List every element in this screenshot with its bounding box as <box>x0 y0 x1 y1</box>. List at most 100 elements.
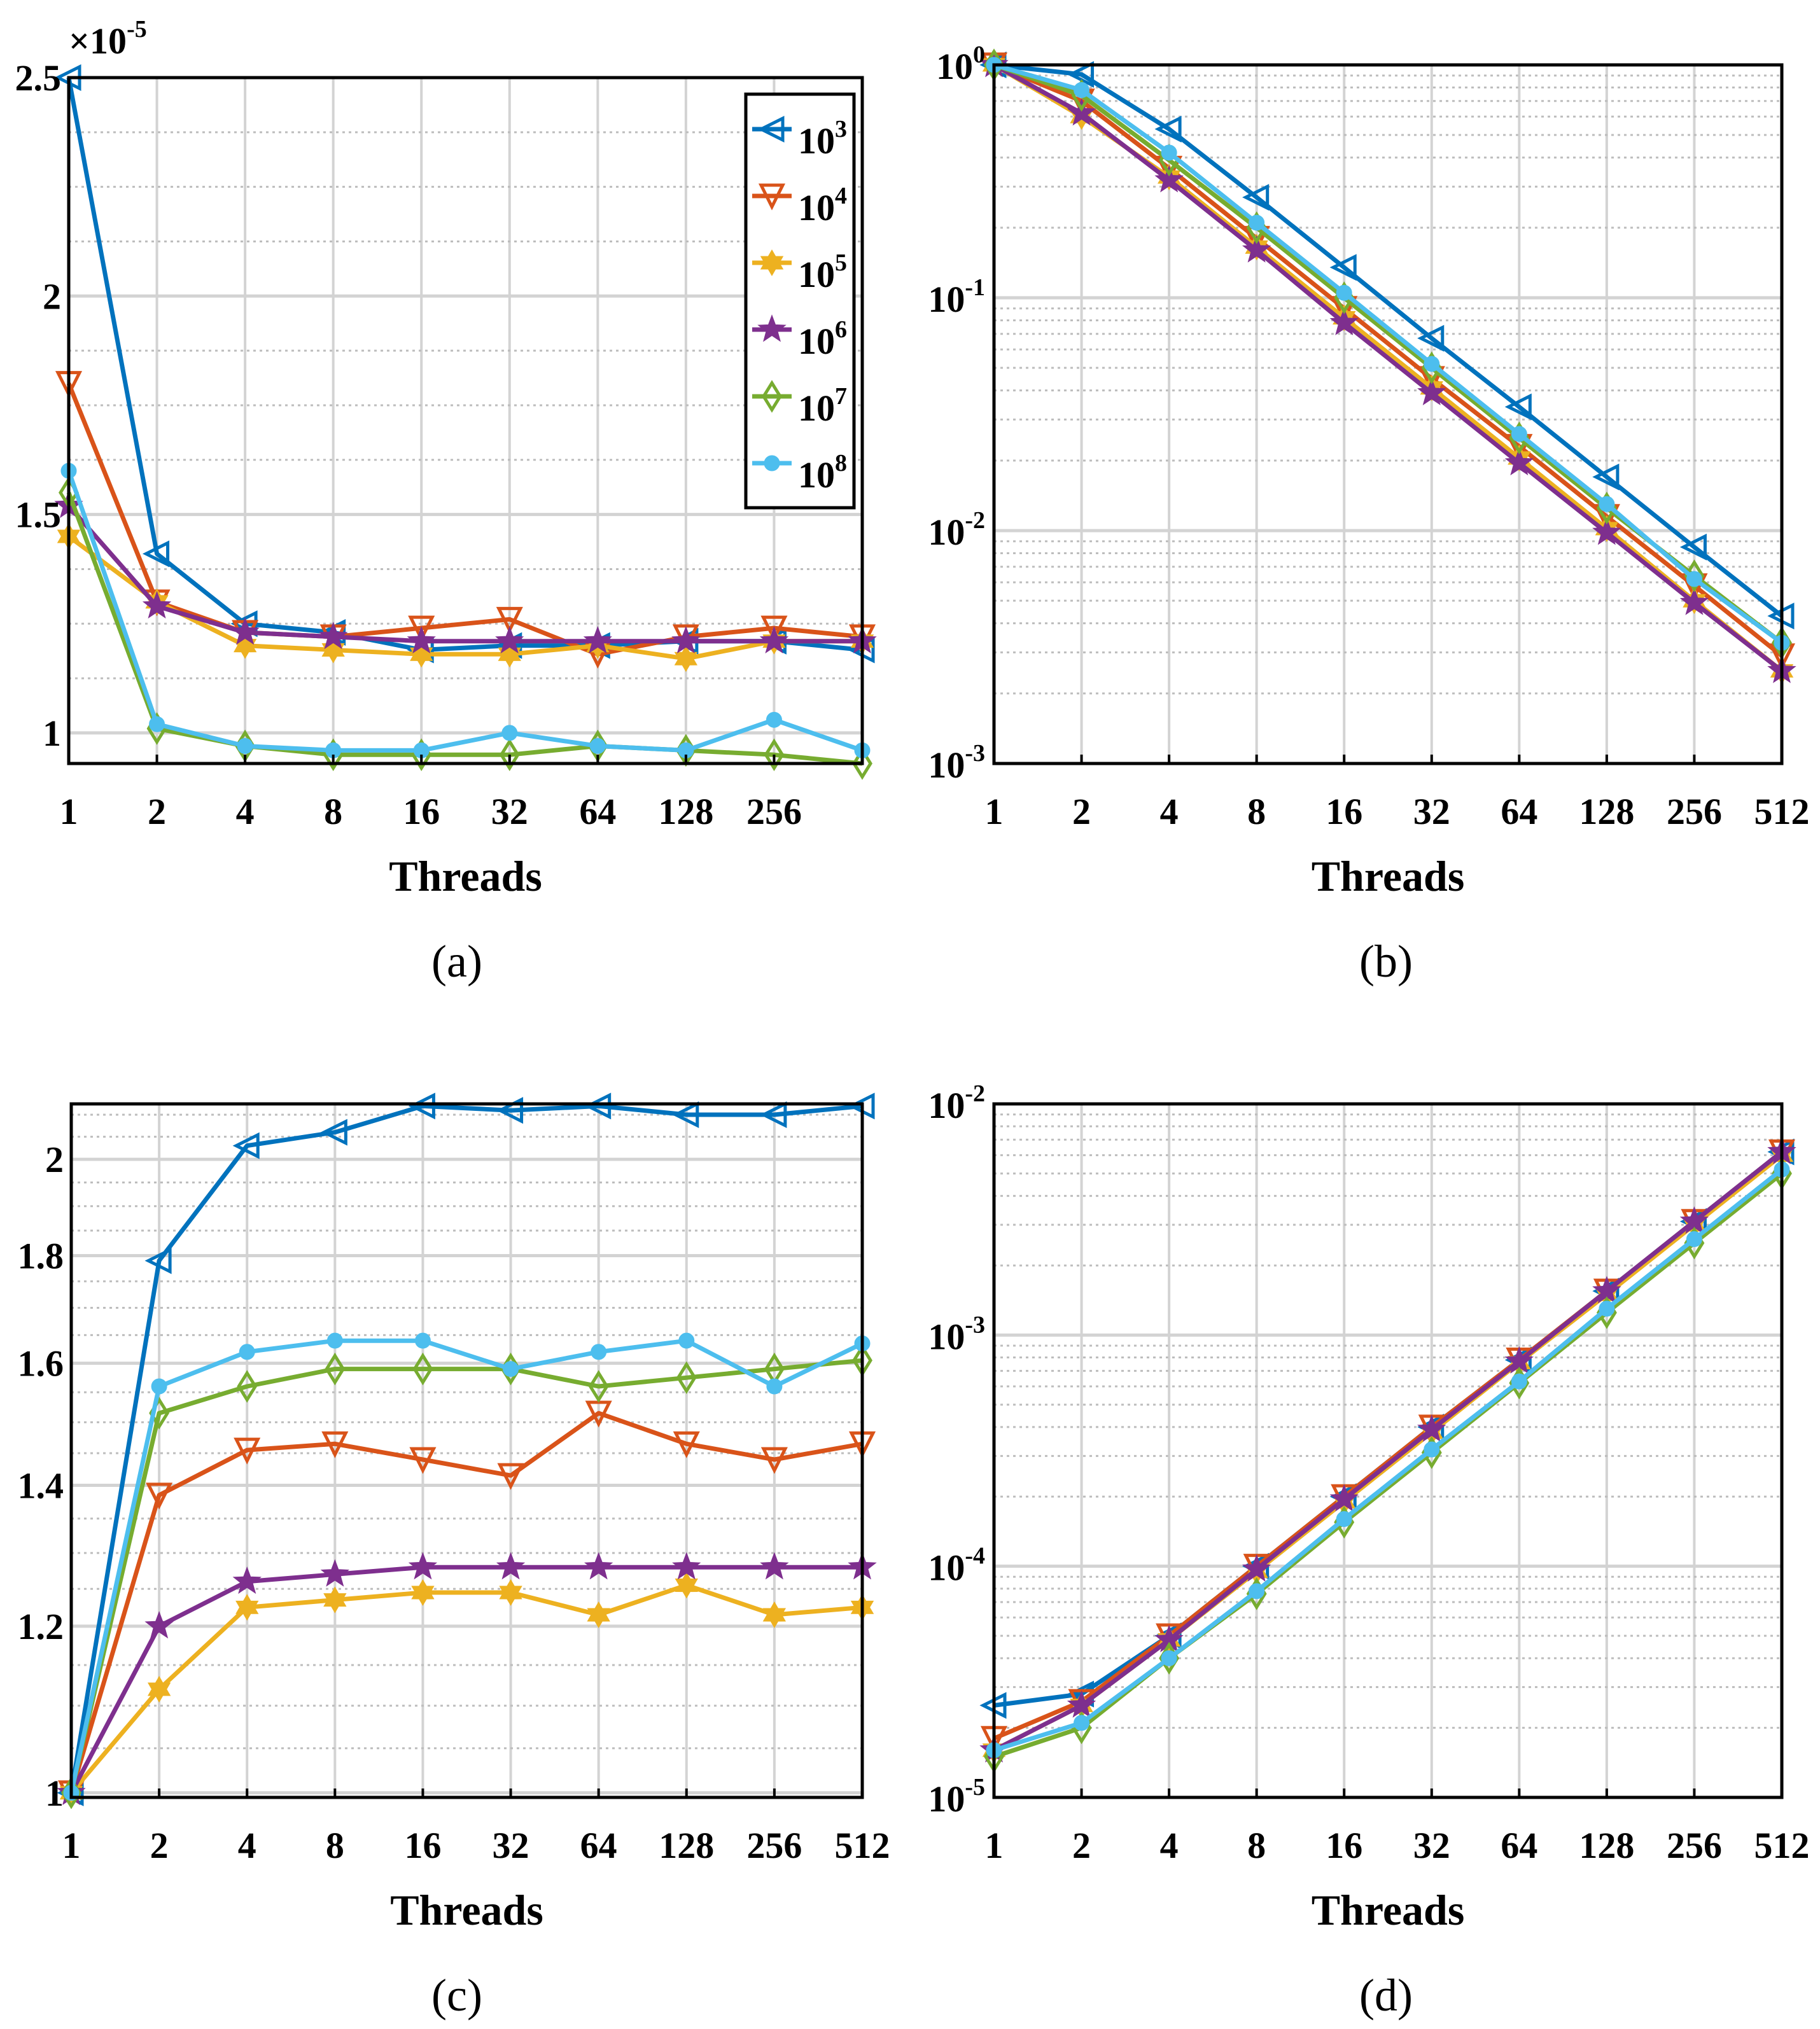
legend-label: 108 <box>798 450 847 496</box>
x-tick-label: 1 <box>985 1825 1004 1866</box>
series-line <box>67 534 862 661</box>
data-point <box>151 1378 167 1395</box>
series-line <box>993 62 1784 658</box>
x-axis-label: Threads <box>1312 852 1465 900</box>
series-line <box>69 1583 863 1795</box>
data-point <box>237 1370 258 1403</box>
data-point <box>407 625 436 653</box>
data-point <box>1154 165 1184 193</box>
grid-d <box>993 1102 1783 1799</box>
x-tick-label: 16 <box>403 791 440 832</box>
series-line <box>993 62 1784 673</box>
x-axis-label: Threads <box>1312 1886 1465 1934</box>
x-tick-label: 128 <box>659 1825 714 1866</box>
legend-label: 105 <box>798 249 847 295</box>
data-point <box>1067 1690 1096 1718</box>
x-tick-label: 8 <box>1247 791 1266 832</box>
data-point <box>1242 235 1271 263</box>
series-line <box>993 62 1784 645</box>
data-point <box>499 1579 522 1606</box>
data-point <box>760 615 788 643</box>
x-tick-label: 32 <box>493 1825 529 1866</box>
panel-a: 1 2 4 8 16 32 64 128 256 1 1.5 2 2.5×10-5 Threads (a) 1… <box>15 16 877 987</box>
data-point <box>1417 324 1445 352</box>
x-tick-label: 128 <box>1579 1825 1634 1866</box>
legend-item: 105 <box>752 249 847 295</box>
data-point <box>1686 1231 1702 1248</box>
data-point <box>671 625 701 653</box>
data-point <box>411 1579 435 1606</box>
data-point <box>1599 1300 1615 1317</box>
x-tick-label: 256 <box>746 791 802 832</box>
data-point <box>142 540 170 568</box>
y-tick-label: 1 <box>43 713 61 754</box>
data-point <box>674 645 698 673</box>
data-point <box>409 1447 437 1474</box>
axes-frame <box>992 1102 1784 1799</box>
data-point <box>408 1092 435 1120</box>
data-point <box>766 711 782 728</box>
data-point <box>672 1101 699 1129</box>
panel-caption: (d) <box>1359 1970 1413 2021</box>
data-point <box>146 1482 173 1510</box>
data-point <box>760 1447 788 1474</box>
x-tick-label: 32 <box>1413 791 1450 832</box>
data-point <box>499 738 520 772</box>
y-tick-label: 1.5 <box>15 494 62 536</box>
data-point <box>1161 1650 1177 1666</box>
data-point <box>497 1463 524 1490</box>
legend-marker <box>764 455 780 471</box>
series-b-106 <box>979 50 1796 683</box>
y-tick-label: 1.8 <box>18 1235 64 1276</box>
data-point <box>759 625 789 654</box>
x-tick-label: 1 <box>60 791 78 832</box>
data-point <box>1249 1583 1265 1600</box>
data-point <box>760 1101 787 1129</box>
data-point <box>1336 284 1352 301</box>
data-point <box>1242 1554 1271 1582</box>
data-point <box>1686 571 1702 587</box>
data-point <box>323 1586 347 1614</box>
data-point <box>414 1332 431 1349</box>
x-tick-label: 512 <box>1754 791 1810 832</box>
axes-frame <box>992 63 1784 765</box>
data-point <box>144 1247 172 1274</box>
legend-item: 104 <box>752 183 847 228</box>
panel-caption: (b) <box>1359 936 1413 987</box>
series-line <box>69 1358 863 1794</box>
data-point <box>1504 447 1534 476</box>
y-tick-label: 1.6 <box>18 1343 64 1384</box>
data-point <box>591 1344 607 1360</box>
data-point <box>1592 463 1620 491</box>
x-tick-label: 4 <box>236 791 255 832</box>
y-tick-label: 10-3 <box>928 1311 985 1357</box>
series-c-105 <box>59 1572 874 1806</box>
data-point <box>496 606 523 634</box>
series-line <box>69 1338 864 1794</box>
series-c-108 <box>63 1332 871 1801</box>
data-point <box>678 1332 695 1349</box>
data-point <box>584 1092 612 1120</box>
legend-marker <box>757 115 785 143</box>
data-point <box>412 1352 433 1386</box>
data-point <box>237 738 253 755</box>
data-point <box>142 590 172 619</box>
data-point <box>1511 426 1527 442</box>
data-point <box>672 1552 701 1580</box>
series-d-106 <box>979 1136 1796 1763</box>
y-tick-label: 100 <box>936 41 985 87</box>
series-line <box>993 1168 1784 1753</box>
data-point <box>673 1431 700 1458</box>
data-point <box>1679 587 1709 615</box>
data-point <box>676 1361 697 1395</box>
x-tick-label: 8 <box>1247 1825 1266 1866</box>
data-point <box>1242 184 1270 211</box>
series-line <box>993 62 1784 618</box>
data-point <box>144 1611 174 1639</box>
x-tick-label: 32 <box>1413 1825 1450 1866</box>
data-point <box>1329 254 1357 281</box>
y-tick-label: 1.2 <box>18 1606 64 1647</box>
data-point <box>1161 144 1177 161</box>
